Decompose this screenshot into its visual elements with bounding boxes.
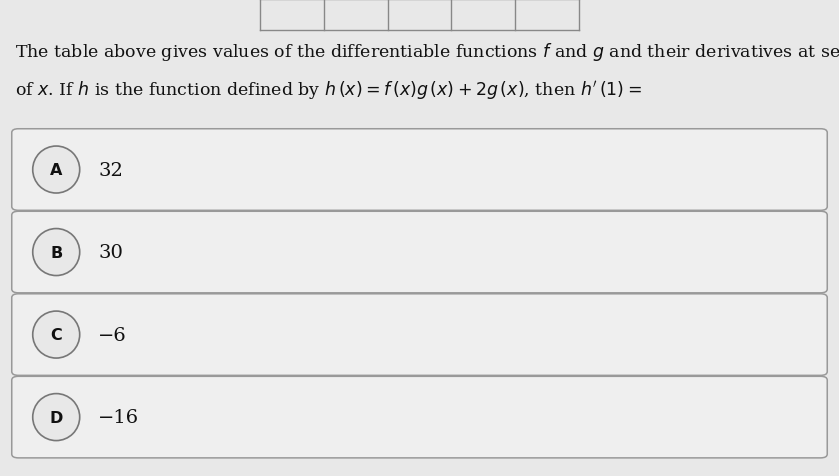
Text: 32: 32	[98, 161, 123, 179]
Ellipse shape	[33, 229, 80, 276]
FancyBboxPatch shape	[12, 129, 827, 211]
FancyBboxPatch shape	[12, 377, 827, 458]
Text: −6: −6	[98, 326, 127, 344]
Text: 30: 30	[98, 244, 123, 261]
Ellipse shape	[33, 394, 80, 441]
Ellipse shape	[33, 147, 80, 194]
Text: C: C	[50, 327, 62, 342]
Text: D: D	[50, 410, 63, 425]
Ellipse shape	[33, 311, 80, 358]
Text: of $x$. If $h$ is the function defined by $h\,(x) = f\,(x)g\,(x) + 2g\,(x)$, the: of $x$. If $h$ is the function defined b…	[15, 79, 642, 101]
Text: The table above gives values of the differentiable functions $f$ and $g$ and the: The table above gives values of the diff…	[15, 40, 839, 62]
FancyBboxPatch shape	[12, 212, 827, 293]
Text: −16: −16	[98, 408, 139, 426]
Text: B: B	[50, 245, 62, 260]
Text: A: A	[50, 163, 62, 178]
FancyBboxPatch shape	[12, 294, 827, 376]
